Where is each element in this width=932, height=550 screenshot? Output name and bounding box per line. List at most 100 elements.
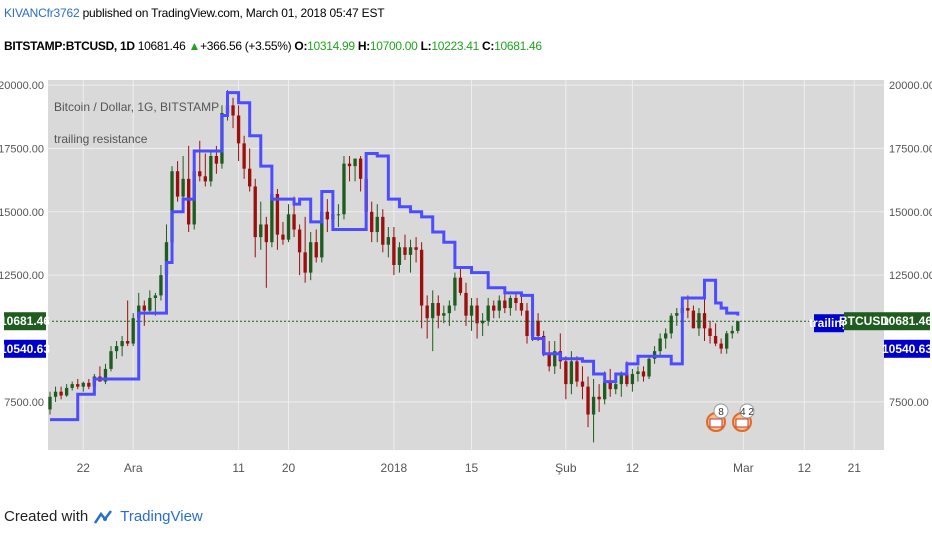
candle-down (253, 186, 257, 238)
y-tick-label-right: 7500.00 (889, 397, 929, 409)
last-price-badge-right-bg (884, 312, 930, 331)
candle-up (619, 373, 623, 385)
candle-up (508, 297, 513, 309)
candle-down (492, 305, 496, 311)
candle-down (392, 237, 396, 265)
plot-area[interactable] (48, 80, 884, 450)
candle-down (59, 391, 63, 396)
open-value: 10314.99 (307, 39, 355, 53)
event-count-label: 8 (718, 407, 724, 418)
candle-up (636, 371, 640, 374)
candle-up (453, 277, 457, 306)
btcusd-series-label-bg (844, 312, 884, 331)
candle-up (375, 216, 379, 233)
candle-up (591, 396, 596, 415)
candle-down (186, 178, 191, 225)
event-markers[interactable]: 8 4 2 (706, 403, 755, 432)
last-price-badge-left-bg (4, 312, 46, 331)
candle-up (70, 384, 74, 388)
candle-up (270, 194, 274, 243)
x-tick-label: 21 (848, 461, 862, 475)
candle-down (281, 234, 285, 240)
candle-up (447, 305, 452, 314)
candle-down (708, 328, 712, 336)
y-tick-label-left: 12500.00 (0, 270, 44, 282)
candle-up (164, 242, 169, 276)
candle-up (48, 396, 52, 410)
event-count-badge (739, 403, 755, 419)
trailing-line (50, 91, 740, 422)
x-tick-label: Mar (733, 461, 754, 475)
last-price-badge-left: 10681.46 (0, 314, 50, 328)
candle-down (292, 214, 296, 230)
candle-down (414, 247, 418, 250)
candle-up (53, 391, 58, 397)
candle-down (514, 297, 518, 304)
candle-up (114, 346, 119, 352)
close-label: C: (482, 39, 495, 53)
candle-up (131, 318, 135, 344)
candle-up (602, 381, 607, 400)
candle-up (736, 321, 740, 331)
candle-up (569, 361, 574, 385)
candle-down (719, 343, 723, 349)
y-tick-label-right: 12500.00 (889, 270, 932, 282)
y-tick-label-left: 17500.00 (0, 143, 44, 155)
candle-up (647, 358, 651, 377)
candle-down (214, 156, 219, 164)
x-tick-label: 12 (626, 461, 640, 475)
symbol-label: BITSTAMP:BTCUSD, 1D (4, 39, 135, 53)
candle-down (713, 335, 718, 344)
candle-down (525, 310, 529, 336)
tradingview-brand[interactable]: TradingView (120, 508, 203, 525)
event-count-badge (713, 403, 729, 419)
candle-up (103, 368, 108, 382)
candle-down (419, 249, 424, 306)
candle-down (347, 163, 352, 167)
candle-up (336, 214, 341, 216)
candle-down (575, 361, 579, 382)
candle-down (358, 158, 363, 179)
candle-down (297, 229, 302, 253)
publisher-username[interactable]: KIVANCfr3762 (4, 6, 80, 20)
x-tick-label: Şub (555, 461, 577, 475)
candle-up (431, 303, 435, 319)
high-label: H: (357, 39, 370, 53)
grid-lines (48, 80, 884, 450)
candle-up (553, 351, 557, 367)
x-tick-label: 12 (798, 461, 812, 475)
candle-up (386, 237, 391, 245)
candle-up (259, 224, 263, 238)
candle-up (181, 178, 185, 197)
ohlc-legend: BITSTAMP:BTCUSD, 1D 10681.46 ▲+366.56 (+… (4, 39, 542, 53)
trailing-badge-left-bg (4, 339, 46, 358)
candle-down (370, 211, 374, 233)
candle-down (458, 277, 463, 293)
candle-down (242, 143, 246, 169)
low-value: 10223.41 (431, 39, 479, 53)
candle-down (264, 224, 268, 243)
low-label: L: (420, 39, 432, 53)
last-price-badge-right: 10681.46 (882, 314, 932, 328)
up-arrow-icon: ▲ (188, 39, 201, 53)
footer: Created with TradingView (4, 508, 203, 525)
candle-down (519, 303, 524, 311)
candle-up (669, 315, 673, 334)
chart-title: Bitcoin / Dollar, 1G, BITSTAMP (54, 100, 219, 114)
candle-up (497, 300, 501, 311)
x-tick-label: 11 (232, 461, 245, 475)
flag-stripes-icon (709, 418, 723, 428)
candle-up (664, 333, 668, 339)
candle-down (381, 216, 385, 245)
candle-down (275, 194, 280, 235)
event-count-label: 4 2 (740, 407, 754, 418)
candle-up (209, 156, 213, 182)
x-axis: 22 Ara 11 20 2018 15 Şub 12 Mar 12 21 (77, 461, 862, 475)
candle-up (630, 373, 635, 385)
publish-info: published on TradingView.com, March 01, … (82, 6, 385, 20)
candle-down (641, 371, 646, 377)
y-axis-left: 20000.00 17500.00 15000.00 12500.00 7500.00 (0, 80, 44, 409)
high-value: 10700.00 (369, 39, 418, 53)
candle-down (175, 171, 180, 197)
